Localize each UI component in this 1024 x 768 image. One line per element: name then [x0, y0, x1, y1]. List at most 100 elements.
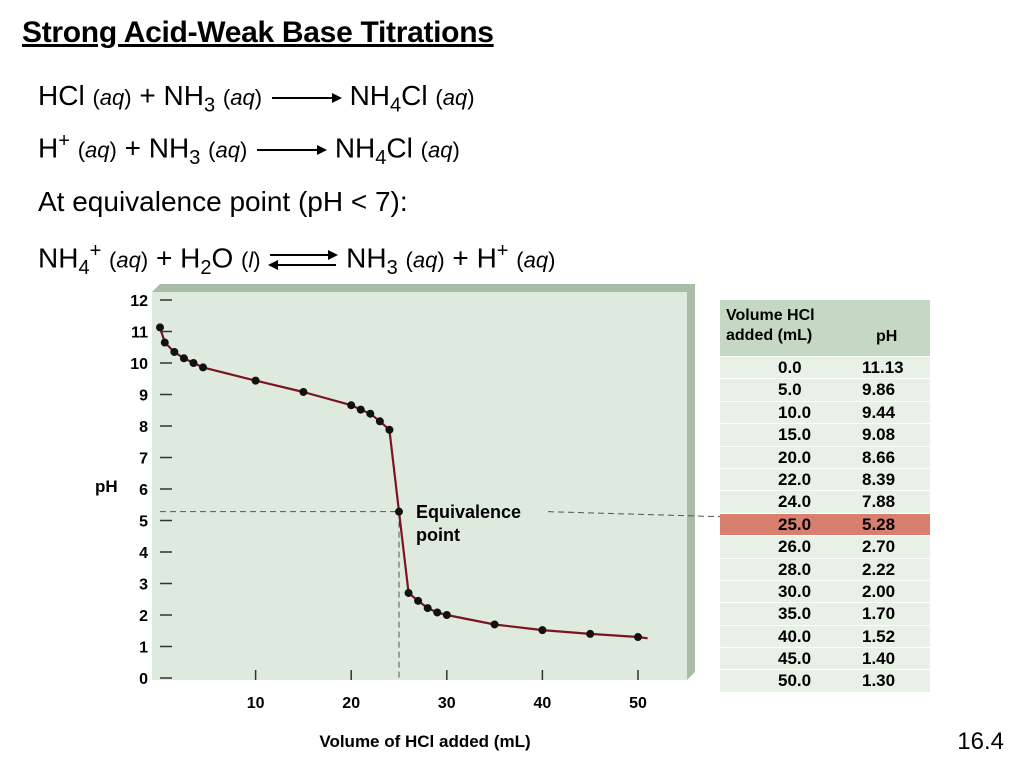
y-tick-label: 4	[139, 545, 148, 562]
reaction-arrow-icon	[257, 144, 328, 155]
table-row: 24.0 7.88	[720, 490, 930, 513]
y-tick-label: 11	[131, 325, 148, 342]
header-volume-line1: Volume HCl	[726, 307, 815, 324]
slide-title: Strong Acid-Weak Base Titrations	[22, 16, 494, 49]
volume-cell: 10.0	[778, 402, 812, 422]
data-point	[366, 409, 375, 418]
data-point	[160, 338, 169, 347]
x-tick-label: 20	[342, 695, 360, 712]
equation-2: H+ (aq) + NH3 (aq) NH4Cl (aq)	[38, 130, 460, 169]
volume-cell: 50.0	[778, 671, 812, 691]
volume-cell: 5.0	[778, 380, 802, 400]
equivalence-label-line1: Equivalence	[416, 502, 521, 522]
volume-cell: 35.0	[778, 604, 812, 624]
volume-cell: 45.0	[778, 649, 812, 669]
y-tick-label: 10	[130, 356, 148, 373]
titration-table: Volume HCl added (mL) pH 0.0 11.13 5.0 9.86…	[720, 300, 930, 692]
table-row: 30.0 2.00	[720, 579, 930, 603]
header-volume-line2: added (mL)	[726, 327, 813, 344]
y-tick-label: 8	[139, 419, 148, 436]
volume-cell: 30.0	[778, 581, 812, 601]
x-tick-label: 10	[247, 695, 265, 712]
table-row: 40.0 1.52	[720, 624, 930, 648]
data-point	[414, 596, 423, 605]
ph-cell: 1.30	[862, 671, 896, 691]
table-row: 35.0 1.70	[720, 602, 930, 625]
table-header: Volume HCl added (mL) pH	[720, 300, 930, 356]
ph-cell: 8.66	[862, 447, 896, 467]
data-point	[347, 401, 356, 410]
y-tick-label: 3	[139, 577, 148, 594]
data-point	[299, 387, 308, 396]
ph-cell: 5.28	[862, 514, 896, 534]
data-point	[189, 359, 198, 367]
ph-cell: 1.40	[862, 649, 896, 669]
data-point	[586, 629, 595, 638]
x-tick-label: 40	[534, 695, 552, 712]
y-axis-label: pH	[95, 477, 118, 496]
data-point	[442, 611, 451, 619]
x-axis-label: Volume of HCl added (mL)	[319, 732, 530, 751]
data-point	[404, 588, 413, 597]
ph-cell: 2.22	[862, 559, 896, 579]
volume-cell: 0.0	[778, 358, 802, 377]
data-point	[199, 363, 208, 372]
table-row: 20.0 8.66	[720, 445, 930, 468]
table-row: 26.0 2.70	[720, 535, 930, 558]
ph-cell: 1.52	[862, 626, 896, 646]
x-tick-label: 50	[629, 695, 647, 712]
equation-3: NH4+ (aq) + H2O (l) NH3 (aq) + H+ (aq)	[38, 240, 556, 279]
header-ph: pH	[876, 328, 898, 345]
ph-cell: 9.44	[862, 402, 896, 422]
ph-cell: 7.88	[862, 492, 896, 512]
data-point	[375, 417, 384, 426]
data-point	[356, 405, 365, 414]
volume-cell: 24.0	[778, 492, 812, 512]
equation-1: HCl (aq) + NH3 (aq) NH4Cl (aq)	[38, 80, 475, 117]
data-point	[433, 608, 442, 617]
plot-area	[152, 292, 687, 680]
table-body: 0.0 11.13 5.0 9.86 10.0 9.44 15.0 9.08 20.0 8.66 2…	[720, 356, 930, 692]
data-point	[490, 620, 499, 629]
x-tick-label: 30	[438, 695, 456, 712]
ph-cell: 1.70	[862, 604, 896, 624]
slide-number: 16.4	[957, 728, 1004, 755]
table-row: 45.0 1.40	[720, 647, 930, 670]
table-row: 15.0 9.08	[720, 423, 930, 446]
volume-cell: 40.0	[778, 626, 812, 646]
y-tick-label: 1	[139, 640, 148, 657]
table-row: 10.0 9.44	[720, 400, 930, 424]
y-tick-label: 12	[130, 293, 148, 310]
volume-cell: 25.0	[778, 514, 812, 534]
reaction-arrow-icon	[271, 92, 342, 103]
ph-cell: 2.70	[862, 537, 896, 557]
ph-cell: 11.13	[862, 358, 904, 377]
ph-cell: 9.86	[862, 380, 896, 400]
ph-cell: 8.39	[862, 469, 896, 489]
volume-cell: 15.0	[778, 425, 812, 445]
equivalence-table-guide	[547, 511, 720, 518]
data-point	[423, 604, 432, 613]
table-row: 0.0 11.13	[720, 356, 930, 379]
y-tick-label: 9	[139, 388, 148, 405]
data-point	[395, 507, 403, 516]
y-tick-label: 7	[139, 451, 148, 468]
y-tick-label: 6	[139, 482, 148, 499]
table-row: 28.0 2.22	[720, 557, 930, 580]
volume-cell: 28.0	[778, 559, 812, 579]
equilibrium-arrow-icon	[268, 249, 339, 270]
volume-cell: 26.0	[778, 537, 812, 557]
y-tick-label: 5	[139, 514, 148, 531]
y-tick-label: 2	[139, 608, 148, 625]
equivalence-label-line2: point	[416, 525, 460, 545]
data-point	[251, 376, 260, 385]
table-row-highlighted: 25.0 5.28	[720, 512, 930, 536]
equivalence-statement: At equivalence point (pH < 7):	[38, 186, 408, 217]
data-point	[538, 626, 547, 635]
data-point	[634, 633, 642, 642]
volume-cell: 22.0	[778, 469, 812, 489]
volume-cell: 20.0	[778, 447, 812, 467]
ph-cell: 9.08	[862, 425, 896, 445]
data-point	[156, 323, 164, 332]
